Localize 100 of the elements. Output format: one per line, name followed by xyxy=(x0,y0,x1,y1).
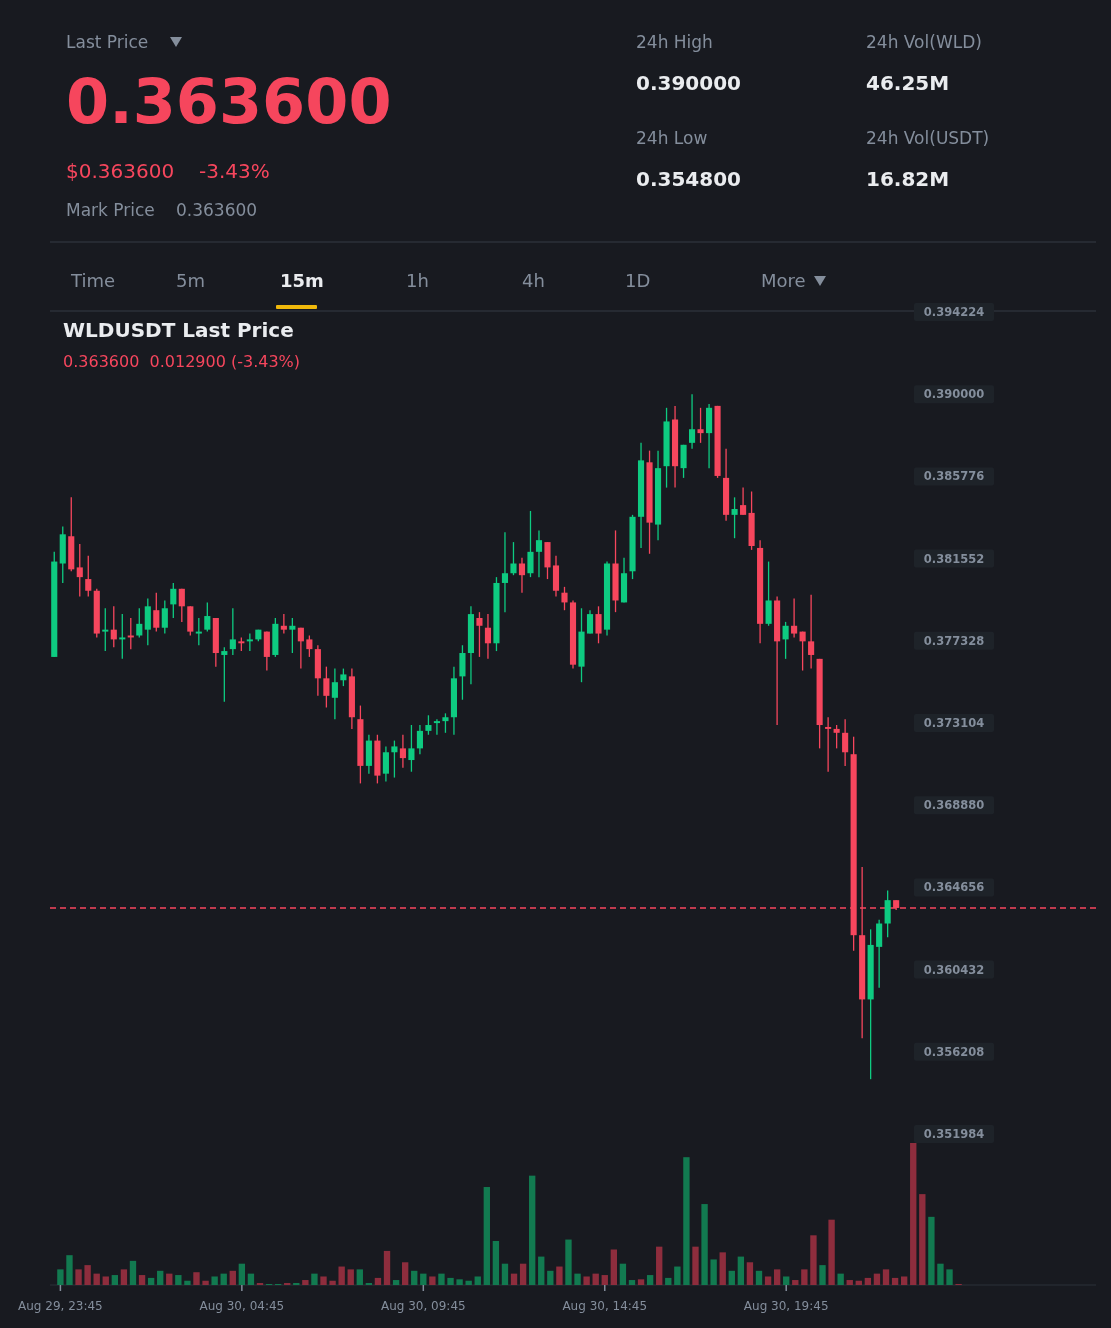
bar xyxy=(937,1263,944,1285)
candlestick xyxy=(501,531,509,613)
bar xyxy=(166,1273,173,1285)
bar xyxy=(474,1276,481,1285)
bar xyxy=(846,1280,853,1285)
candlestick xyxy=(876,918,883,989)
candlestick xyxy=(136,607,143,639)
text: Time xyxy=(70,270,116,291)
y-tick-label: 0.351984 xyxy=(923,1127,985,1141)
candlestick xyxy=(433,718,440,736)
x-tick-label: Aug 30, 09:45 xyxy=(380,1299,466,1313)
candlestick xyxy=(782,621,789,660)
candlestick xyxy=(204,601,211,633)
bar xyxy=(628,1280,636,1285)
bar xyxy=(392,1280,400,1285)
bar xyxy=(674,1266,681,1285)
candlestick xyxy=(119,613,126,660)
candlestick xyxy=(399,734,406,769)
candlestick xyxy=(765,560,772,627)
candlestick xyxy=(425,714,432,736)
bar xyxy=(583,1276,590,1285)
bar xyxy=(891,1277,899,1285)
candlestick xyxy=(484,613,492,660)
bar xyxy=(719,1252,726,1285)
candlestick xyxy=(586,609,594,635)
bar xyxy=(529,1175,536,1285)
bar xyxy=(619,1263,627,1285)
bar xyxy=(728,1270,735,1285)
candlestick xyxy=(884,889,891,938)
candlestick xyxy=(382,745,389,783)
bar xyxy=(646,1275,654,1285)
bar xyxy=(247,1273,255,1285)
y-tick-label: 0.373104 xyxy=(923,716,985,730)
text: Last Price xyxy=(66,32,149,52)
candlestick xyxy=(833,724,840,750)
bar xyxy=(910,1143,917,1285)
candlestick xyxy=(535,529,543,578)
bar xyxy=(111,1275,119,1285)
bar xyxy=(311,1273,318,1285)
bar xyxy=(837,1273,844,1285)
bar xyxy=(946,1269,953,1285)
y-tick-label: 0.356208 xyxy=(923,1044,985,1059)
bar xyxy=(801,1269,808,1285)
candlestick xyxy=(680,444,687,479)
x-tick-label: Aug 30, 14:45 xyxy=(562,1299,648,1313)
candlestick xyxy=(731,496,738,539)
candlestick xyxy=(808,593,815,670)
candlestick xyxy=(391,739,398,779)
bar xyxy=(220,1273,227,1285)
candlestick xyxy=(825,716,832,773)
candlestick xyxy=(331,667,338,720)
bar xyxy=(692,1246,699,1285)
candlestick xyxy=(153,592,160,633)
candlestick xyxy=(510,541,517,576)
y-tick-label: 0.368880 xyxy=(923,798,985,813)
bar xyxy=(637,1279,645,1285)
candlestick xyxy=(842,718,849,767)
y-tick-label: 0.381552 xyxy=(923,551,985,566)
text: 24h High xyxy=(636,32,713,52)
bar xyxy=(547,1270,554,1285)
bar xyxy=(565,1239,572,1285)
bar xyxy=(75,1269,82,1285)
bar xyxy=(347,1269,354,1285)
text: 0.390000 xyxy=(636,71,742,95)
candlestick xyxy=(697,407,704,444)
candlestick xyxy=(527,510,534,578)
bar xyxy=(447,1277,454,1285)
candlestick xyxy=(323,665,330,709)
bar xyxy=(57,1269,64,1285)
bar xyxy=(755,1270,763,1285)
bar xyxy=(84,1265,91,1285)
candlestick xyxy=(297,627,304,670)
candlestick xyxy=(442,712,449,734)
bar xyxy=(483,1187,490,1285)
text: 24h Vol(WLD) xyxy=(866,32,982,52)
text: 24h Vol(USDT) xyxy=(866,128,990,148)
bar xyxy=(783,1276,790,1285)
candlestick xyxy=(561,586,568,611)
bar xyxy=(556,1266,563,1285)
bar xyxy=(456,1279,463,1285)
bar xyxy=(773,1269,781,1285)
bar xyxy=(211,1276,218,1285)
candlestick xyxy=(280,613,287,635)
text: -3.43% xyxy=(199,159,270,183)
bar xyxy=(147,1277,155,1285)
bar xyxy=(864,1277,872,1285)
bar xyxy=(383,1250,391,1285)
bar xyxy=(401,1262,409,1285)
candlestick xyxy=(459,644,466,701)
chart-title: WLDUSDT Last Price xyxy=(63,318,294,342)
bar xyxy=(656,1246,663,1285)
bar xyxy=(302,1280,309,1285)
candlestick xyxy=(289,617,296,654)
bar xyxy=(810,1235,817,1285)
text: 4h xyxy=(522,270,545,291)
y-tick-label: 0.385776 xyxy=(923,469,985,484)
bar xyxy=(329,1280,336,1285)
candlestick xyxy=(102,607,109,652)
bar xyxy=(683,1157,690,1285)
bar xyxy=(66,1255,73,1285)
